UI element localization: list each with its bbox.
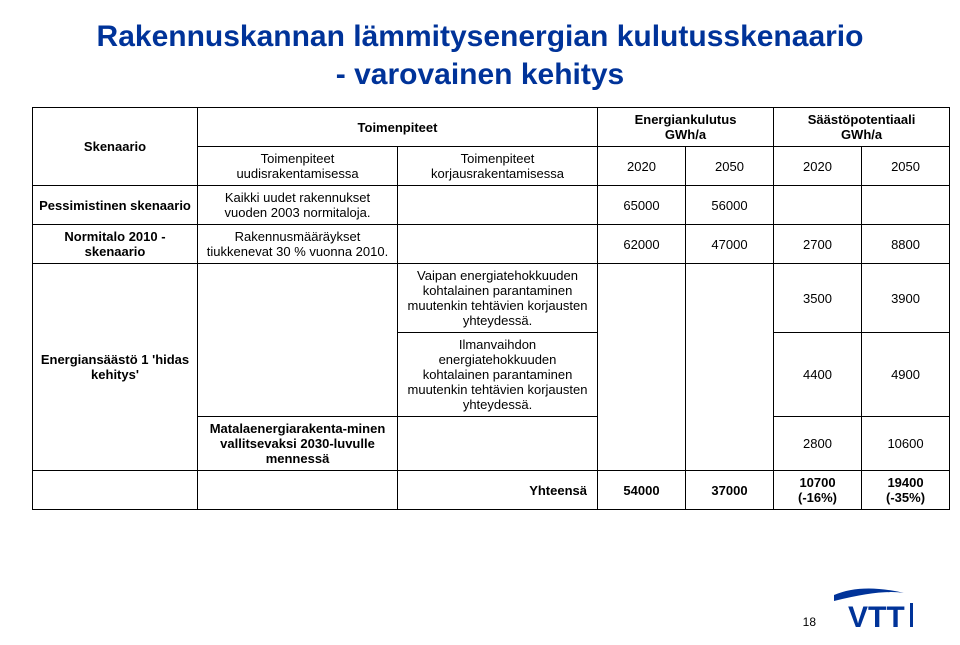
energia-m1-v3: 3500 [774,264,862,333]
total-v4: 19400 (-35%) [862,471,950,510]
sub-2050-b: 2050 [862,147,950,186]
slide-title: Rakennuskannan lämmitysenergian kulutuss… [32,18,928,93]
table-header-row: Skenaario Toimenpiteet Energiankulutus G… [33,108,950,147]
row-energia-1: Energiansäästö 1 'hidas kehitys' Vaipan … [33,264,950,333]
sub-2020-a: 2020 [598,147,686,186]
energia-m1-v4: 3900 [862,264,950,333]
page-number: 18 [803,615,816,629]
energia-uudis-empty [198,264,398,417]
vtt-logo-text: VTT [848,601,905,634]
normitalo-korjaus [398,225,598,264]
pessimist-uudis: Kaikki uudet rakennukset vuoden 2003 nor… [198,186,398,225]
total-v1: 54000 [598,471,686,510]
row-normitalo: Normitalo 2010 - skenaario Rakennusmäärä… [33,225,950,264]
energia-m2: Ilmanvaihdon energiatehokkuuden kohtalai… [398,333,598,417]
normitalo-v4: 8800 [862,225,950,264]
sub-korjaus: Toimenpiteet korjausrakentamisessa [398,147,598,186]
vtt-logo: VTT [832,587,932,635]
normitalo-v3: 2700 [774,225,862,264]
title-line-2: - varovainen kehitys [336,58,624,91]
row-total: Yhteensä 54000 37000 10700 (-16%) 19400 … [33,471,950,510]
pessimist-v1: 65000 [598,186,686,225]
scenario-table: Skenaario Toimenpiteet Energiankulutus G… [32,107,950,510]
energia-m3: Matalaenergiarakenta-minen vallitsevaksi… [198,417,398,471]
total-col1 [33,471,198,510]
energia-m1: Vaipan energiatehokkuuden kohtalainen pa… [398,264,598,333]
energia-m3-v4: 10600 [862,417,950,471]
normitalo-v2: 47000 [686,225,774,264]
normitalo-label: Normitalo 2010 - skenaario [33,225,198,264]
energia-m3-korjaus [398,417,598,471]
pessimist-v3 [774,186,862,225]
hdr-saasto: Säästöpotentiaali GWh/a [774,108,950,147]
energia-m2-v4: 4900 [862,333,950,417]
sub-2050-a: 2050 [686,147,774,186]
energia-label: Energiansäästö 1 'hidas kehitys' [33,264,198,471]
pessimist-label: Pessimistinen skenaario [33,186,198,225]
sub-uudis: Toimenpiteet uudisrakentamisessa [198,147,398,186]
total-v2: 37000 [686,471,774,510]
hdr-toimenpiteet: Toimenpiteet [198,108,598,147]
pessimist-v4 [862,186,950,225]
energia-m3-v3: 2800 [774,417,862,471]
title-line-1: Rakennuskannan lämmitysenergian kulutuss… [97,20,864,53]
pessimist-v2: 56000 [686,186,774,225]
total-v3: 10700 (-16%) [774,471,862,510]
energia-m2-v3: 4400 [774,333,862,417]
sub-2020-b: 2020 [774,147,862,186]
total-label: Yhteensä [398,471,598,510]
normitalo-v1: 62000 [598,225,686,264]
pessimist-korjaus [398,186,598,225]
hdr-energiankulutus: Energiankulutus GWh/a [598,108,774,147]
row-pessimist: Pessimistinen skenaario Kaikki uudet rak… [33,186,950,225]
hdr-skenaario: Skenaario [33,108,198,186]
energia-v2 [686,264,774,471]
energia-v1 [598,264,686,471]
total-col2 [198,471,398,510]
normitalo-uudis: Rakennusmääräykset tiukkenevat 30 % vuon… [198,225,398,264]
